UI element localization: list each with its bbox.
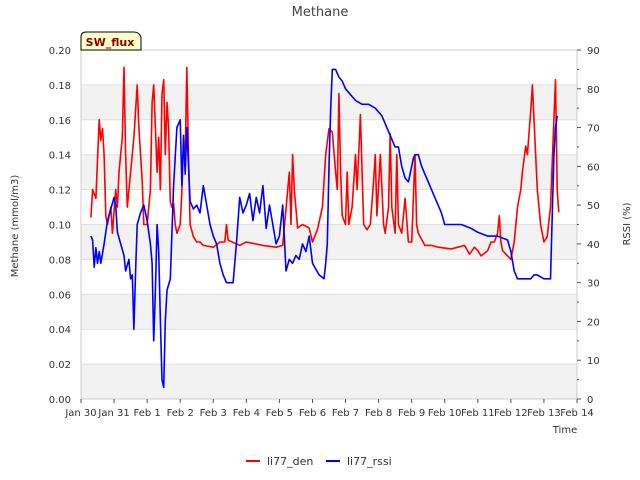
plot-band <box>81 294 577 330</box>
y-tick-label: 0.14 <box>49 151 71 162</box>
y-tick-label: 0.16 <box>49 116 71 127</box>
x-tick-label: Feb 1 <box>134 408 161 419</box>
y-tick-label: 0.00 <box>49 395 71 406</box>
x-tick-label: Feb 14 <box>560 408 594 419</box>
series-line-li77-den <box>90 66 560 261</box>
y-tick-label: 0.20 <box>49 46 71 57</box>
legend: li77_den li77_rssi <box>246 455 392 468</box>
x-axis-ticks: Jan 30 Jan 31 Feb 1 Feb 2 Feb 3 Feb 4 Feb 5 Feb… <box>64 399 594 419</box>
y-tick-label: 0.02 <box>49 360 71 371</box>
x-tick-label: Feb 3 <box>200 408 227 419</box>
y2-tick-label: 90 <box>587 46 600 57</box>
y-axis-ticks: 0.00 0.02 0.04 0.06 0.08 0.10 0.12 0.14 0.16 0.18… <box>49 46 71 406</box>
x-tick-label: Feb 4 <box>233 408 260 419</box>
x-axis-label: Time <box>552 425 577 436</box>
y2-tick-label: 70 <box>587 124 600 135</box>
chart-title: Methane <box>292 5 349 20</box>
site-label-box: SW_flux <box>80 31 142 51</box>
y2-tick-label: 40 <box>587 240 600 251</box>
y-tick-label: 0.10 <box>49 221 71 232</box>
x-tick-label: Feb 10 <box>428 408 462 419</box>
x-tick-label: Feb 5 <box>266 408 293 419</box>
x-tick-label: Feb 8 <box>365 408 392 419</box>
x-tick-label: Jan 31 <box>97 408 129 419</box>
y2-axis-ticks: 0 10 20 30 40 50 60 70 80 90 <box>577 46 600 406</box>
x-tick-label: Feb 7 <box>332 408 359 419</box>
legend-label-den: li77_den <box>267 455 313 468</box>
x-tick-label: Feb 9 <box>398 408 425 419</box>
x-tick-label: Feb 11 <box>461 408 495 419</box>
legend-label-rssi: li77_rssi <box>347 455 392 468</box>
y-tick-label: 0.18 <box>49 81 71 92</box>
y-tick-label: 0.04 <box>49 325 71 336</box>
y2-tick-label: 30 <box>587 279 600 290</box>
y2-tick-label: 0 <box>587 395 593 406</box>
plot-band <box>81 364 577 399</box>
y-tick-label: 0.12 <box>49 186 71 197</box>
y2-tick-label: 10 <box>587 356 600 367</box>
y-tick-label: 0.08 <box>49 255 71 266</box>
y2-axis-label: RSSI (%) <box>622 202 633 245</box>
y-axis-label: Methane (mmol/m3) <box>10 175 21 278</box>
y2-tick-label: 20 <box>587 317 600 328</box>
series-layer <box>90 66 560 389</box>
site-label: SW_flux <box>86 36 135 49</box>
y2-tick-label: 60 <box>587 162 600 173</box>
y2-tick-label: 80 <box>587 85 600 96</box>
x-tick-label: Jan 30 <box>64 408 96 419</box>
y-tick-label: 0.06 <box>49 290 71 301</box>
x-tick-label: Feb 13 <box>527 408 561 419</box>
x-tick-label: Feb 6 <box>299 408 326 419</box>
x-tick-label: Feb 2 <box>167 408 194 419</box>
series-line-li77-rssi <box>90 68 558 389</box>
y2-tick-label: 50 <box>587 201 600 212</box>
x-tick-label: Feb 12 <box>494 408 528 419</box>
plot-band <box>81 224 577 260</box>
